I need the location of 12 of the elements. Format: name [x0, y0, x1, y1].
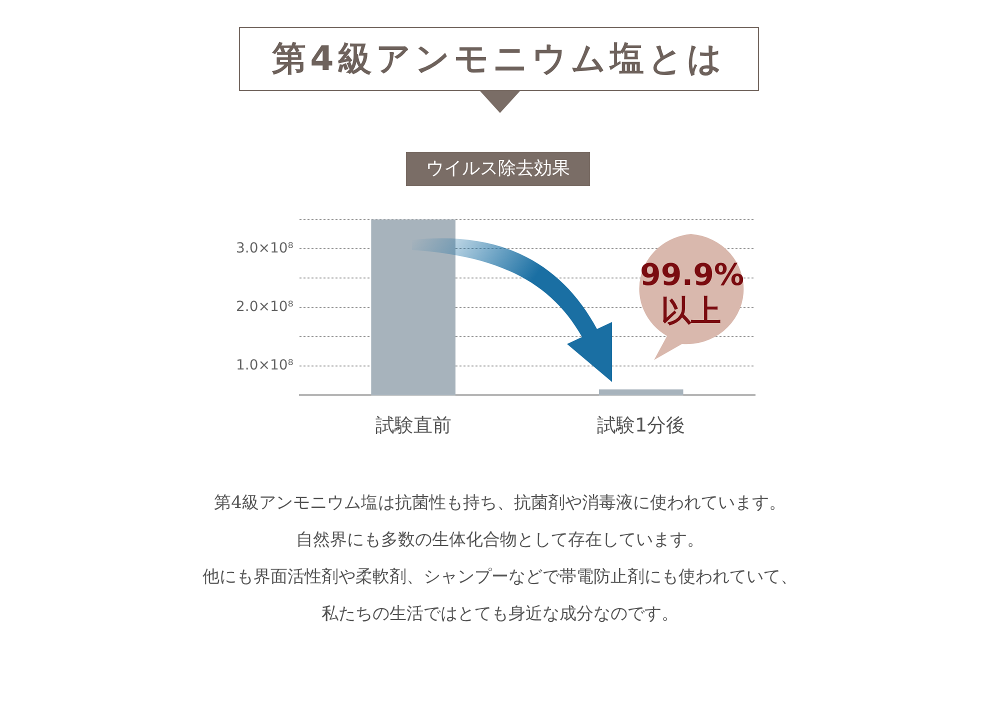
text: 私たちの生活ではとても身近な成分なのです。 [320, 603, 680, 626]
chart-subtitle: ウイルス除去効果 [406, 152, 590, 186]
y-tick-label: 1.0×10⁸ [236, 358, 294, 374]
text: 他にも界面活性剤や柔軟剤、シャンプーなどで帯電防止剤にも使われていて、 [202, 566, 798, 589]
annotation: 99.9%以上 [640, 258, 744, 330]
text: 自然界にも多数の生体化合物として存在しています。 [295, 529, 705, 552]
y-tick-label: 3.0×10⁸ [236, 240, 294, 256]
x-tick-label: 試験直前 [375, 414, 452, 437]
x-tick-label: 試験1分後 [597, 414, 686, 437]
y-tick-label: 2.0×10⁸ [236, 298, 294, 315]
chart-title: 第4級アンモニウム塩とは [239, 27, 759, 91]
text: 第4級アンモニウム塩は抗菌性も持ち、抗菌剤や消毒液に使われています。 [213, 492, 787, 515]
